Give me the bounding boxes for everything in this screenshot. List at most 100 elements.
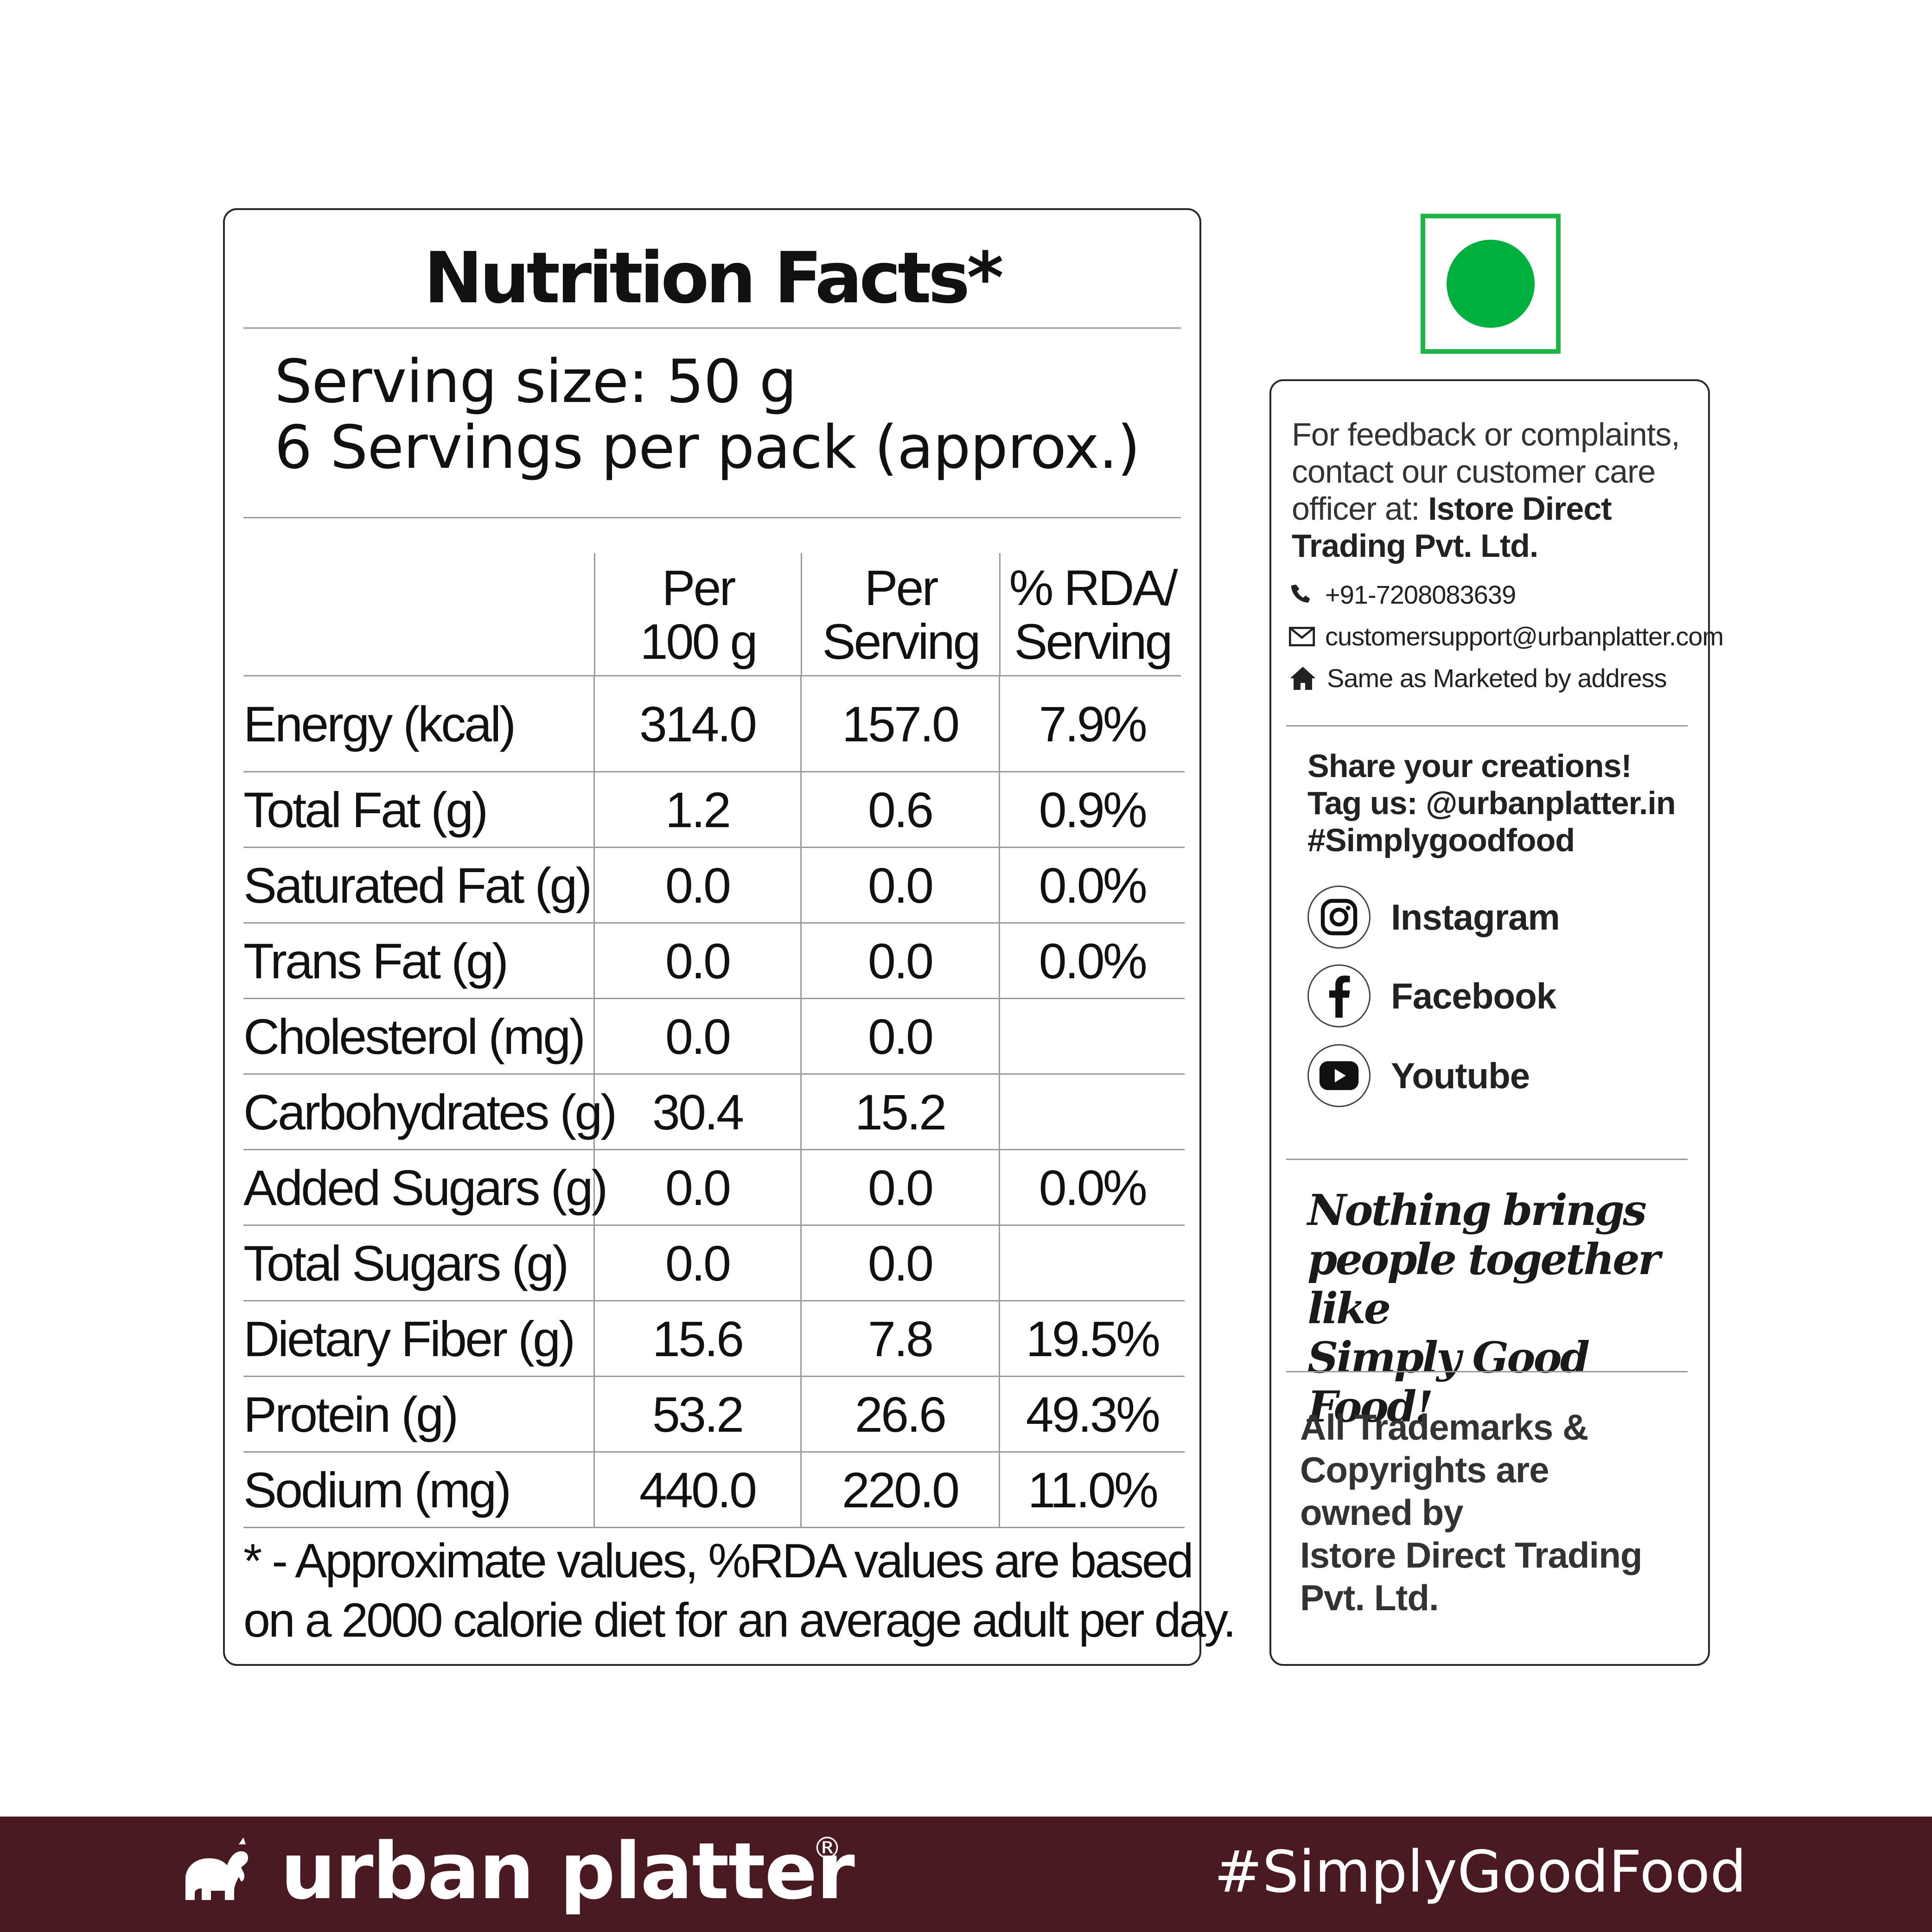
- column-header-rda: % RDA/ Serving: [999, 553, 1185, 676]
- brand-name: urban platter: [281, 1826, 855, 1917]
- footnote-line: * - Approximate values, %RDA values are …: [243, 1534, 1194, 1588]
- column-header-per-serving: Per Serving: [801, 553, 999, 676]
- feedback-company: Istore Direct Trading Pvt. Ltd.: [1292, 491, 1612, 564]
- slogan-line: Simply Good Food!: [1307, 1333, 1590, 1432]
- nutrition-table-header: Per 100 g Per Serving % RDA/ Serving: [243, 553, 1185, 676]
- trademark-notice: All Trademarks & Copyrights are owned by…: [1300, 1406, 1699, 1619]
- nutrient-row: Energy (kcal) 314.0 157.0 7.9%: [243, 676, 1185, 772]
- value-per-serving: 26.6: [800, 1376, 999, 1453]
- brand-footer: urban platter ® #SimplyGoodFood: [0, 1817, 1932, 1932]
- value-rda: 7.9%: [998, 676, 1185, 772]
- nutrient-row: Carbohydrates (g) 30.4 15.2: [243, 1074, 1185, 1150]
- column-header-line: Serving: [1014, 613, 1173, 670]
- nutrient-name: Cholesterol (mg): [243, 998, 594, 1075]
- elephant-logo-icon: [185, 1837, 248, 1900]
- contact-phone[interactable]: +91-7208083639: [1289, 580, 1516, 610]
- phone-icon: [1291, 584, 1310, 603]
- nutrient-name: Carbohydrates (g): [243, 1074, 617, 1150]
- nutrient-name: Total Fat (g): [243, 772, 594, 848]
- footer-hashtag: #SimplyGoodFood: [1214, 1839, 1747, 1906]
- youtube-icon: [1307, 1044, 1371, 1107]
- nutrient-row: Sodium (mg) 440.0 220.0 11.0%: [243, 1452, 1185, 1528]
- slogan-line: Nothing brings: [1307, 1185, 1647, 1235]
- nutrient-name: Added Sugars (g): [243, 1149, 608, 1226]
- nutrient-row: Protein (g) 53.2 26.6 49.3%: [243, 1376, 1185, 1453]
- value-rda: [998, 1225, 1185, 1301]
- value-per-100g: 314.0: [593, 676, 801, 772]
- contact-address: Same as Marketed by address: [1289, 663, 1667, 693]
- instagram-icon: [1307, 886, 1371, 949]
- nutrient-row: Dietary Fiber (g) 15.6 7.8 19.5%: [243, 1301, 1185, 1377]
- value-rda: 19.5%: [998, 1301, 1185, 1377]
- divider: [1286, 1371, 1688, 1372]
- feedback-text: For feedback or complaints, contact our …: [1292, 416, 1700, 564]
- social-label: Facebook: [1391, 975, 1556, 1016]
- contact-email[interactable]: customersupport@urbanplatter.com: [1289, 621, 1724, 651]
- social-instagram[interactable]: Instagram: [1307, 886, 1560, 949]
- value-per-100g: 15.6: [593, 1301, 801, 1377]
- veg-symbol-icon: [1421, 214, 1561, 354]
- info-panel: For feedback or complaints, contact our …: [1269, 379, 1724, 1666]
- nutrition-title: Nutrition Facts*: [424, 237, 1004, 319]
- value-per-serving: 0.0: [800, 847, 999, 924]
- value-per-100g: 0.0: [593, 847, 801, 924]
- phone-number: +91-7208083639: [1325, 580, 1516, 609]
- value-per-serving: 157.0: [800, 676, 999, 772]
- social-youtube[interactable]: Youtube: [1307, 1044, 1530, 1107]
- address-text: Same as Marketed by address: [1327, 663, 1667, 693]
- servings-per-pack: 6 Servings per pack (approx.): [274, 413, 1140, 482]
- divider: [1286, 1159, 1688, 1160]
- value-per-100g: 53.2: [593, 1376, 801, 1453]
- trademark-line: Copyrights are: [1300, 1449, 1549, 1490]
- trademark-line: owned by: [1300, 1492, 1464, 1533]
- social-facebook[interactable]: Facebook: [1307, 964, 1556, 1027]
- value-per-serving: 7.8: [800, 1301, 999, 1377]
- nutrition-table: Energy (kcal) 314.0 157.0 7.9% Total Fat (g)…: [243, 676, 1185, 1528]
- nutrient-row: Trans Fat (g) 0.0 0.0 0.0%: [243, 923, 1185, 999]
- value-rda: 49.3%: [998, 1376, 1185, 1453]
- value-per-100g: 0.0: [593, 923, 801, 999]
- column-header-line: Per: [864, 560, 938, 616]
- value-per-100g: 440.0: [593, 1452, 801, 1528]
- feedback-message: For feedback or complaints, contact our …: [1292, 416, 1680, 527]
- nutrient-row: Saturated Fat (g) 0.0 0.0 0.0%: [243, 847, 1185, 924]
- value-per-serving: 0.0: [800, 923, 999, 999]
- value-per-serving: 220.0: [800, 1452, 999, 1528]
- serving-info: Serving size: 50 g 6 Servings per pack (…: [274, 349, 1140, 481]
- value-per-100g: 30.4: [593, 1074, 801, 1150]
- registered-mark: ®: [812, 1831, 842, 1866]
- value-per-100g: 0.0: [593, 1149, 801, 1226]
- column-header-line: % RDA/: [1009, 560, 1178, 616]
- column-header-per-100g: Per 100 g: [594, 553, 801, 676]
- value-rda: [998, 998, 1185, 1075]
- value-per-100g: 0.0: [593, 998, 801, 1075]
- share-text: Share your creations! Tag us: @urbanplat…: [1307, 747, 1676, 859]
- nutrient-name: Trans Fat (g): [243, 923, 594, 999]
- column-header-line: 100 g: [640, 613, 758, 670]
- nutrient-name: Total Sugars (g): [243, 1225, 594, 1301]
- veg-dot: [1447, 240, 1535, 328]
- column-header-line: Per: [662, 560, 736, 616]
- divider: [243, 675, 1181, 676]
- mail-icon: [1289, 626, 1315, 646]
- home-icon: [1290, 666, 1316, 690]
- nutrient-name: Energy (kcal): [243, 676, 594, 772]
- nutrient-row: Cholesterol (mg) 0.0 0.0: [243, 998, 1185, 1075]
- value-rda: 0.0%: [998, 1149, 1185, 1226]
- value-per-serving: 0.0: [800, 998, 999, 1075]
- nutrient-name: Dietary Fiber (g): [243, 1301, 594, 1377]
- value-rda: 11.0%: [998, 1452, 1185, 1528]
- footnote: * - Approximate values, %RDA values are …: [243, 1531, 1236, 1650]
- value-per-serving: 0.0: [800, 1149, 999, 1226]
- value-per-100g: 1.2: [593, 772, 801, 848]
- column-header-line: Serving: [822, 613, 981, 670]
- value-per-serving: 15.2: [800, 1074, 999, 1150]
- share-line: Share your creations!: [1307, 748, 1632, 784]
- slogan: Nothing brings people together like Simp…: [1307, 1186, 1706, 1431]
- trademark-line: Istore Direct Trading: [1300, 1535, 1643, 1575]
- facebook-icon: [1307, 964, 1371, 1027]
- email-address: customersupport@urbanplatter.com: [1325, 622, 1724, 651]
- value-per-serving: 0.6: [800, 772, 999, 848]
- social-label: Youtube: [1391, 1055, 1530, 1096]
- value-per-100g: 0.0: [593, 1225, 801, 1301]
